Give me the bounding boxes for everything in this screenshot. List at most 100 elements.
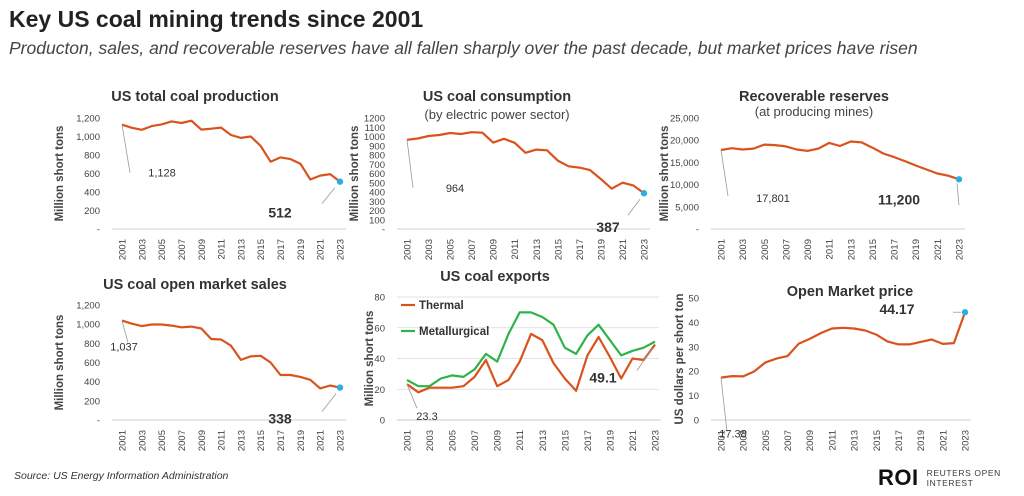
annotation-label: 512 (268, 205, 292, 221)
annotation-label: 1,128 (148, 168, 176, 180)
x-tick-label: 2013 (236, 430, 247, 451)
y-tick-label: 80 (374, 293, 385, 304)
y-tick-label: 200 (84, 396, 100, 407)
x-tick-label: 2017 (575, 239, 586, 260)
y-tick-label: 400 (369, 188, 385, 199)
y-tick-label: - (97, 416, 100, 427)
chart-title: US coal consumption (423, 89, 571, 105)
roi-logo: ROI REUTERS OPEN INTEREST (878, 465, 1001, 491)
logo-mark: ROI (878, 465, 919, 490)
x-tick-label: 2009 (197, 430, 208, 451)
x-tick-label: 2005 (760, 239, 771, 260)
y-tick-label: 10 (688, 391, 699, 402)
x-tick-label: 2013 (236, 239, 247, 260)
y-axis-label: Million short tons (349, 126, 361, 222)
y-tick-label: 800 (84, 339, 100, 350)
x-tick-label: 2011 (825, 239, 836, 259)
x-tick-label: 2017 (894, 430, 905, 451)
x-tick-label: 2005 (761, 430, 772, 451)
x-tick-label: 2021 (316, 239, 327, 260)
y-tick-label: - (696, 225, 699, 236)
end-point-dot (955, 176, 963, 183)
y-tick-label: 30 (688, 342, 699, 353)
annotation-label: 387 (596, 219, 620, 235)
y-tick-label: 20 (374, 385, 385, 396)
x-tick-label: 2001 (717, 430, 728, 451)
x-tick-label: 2007 (470, 430, 481, 451)
x-tick-label: 2003 (424, 239, 435, 260)
x-tick-label: 2023 (651, 430, 662, 451)
y-tick-label: 500 (369, 178, 385, 189)
y-tick-label: 20 (688, 367, 699, 378)
y-tick-label: 1000 (364, 132, 385, 143)
x-tick-label: 2009 (803, 239, 814, 260)
x-tick-label: 2011 (827, 430, 838, 450)
x-tick-label: 2021 (938, 430, 949, 451)
y-tick-label: 700 (369, 160, 385, 171)
x-tick-label: 2021 (628, 430, 639, 451)
y-tick-label: 100 (369, 215, 385, 226)
x-tick-label: 2001 (403, 239, 414, 260)
chart-panel: US coal open market sales Million short t… (54, 277, 347, 451)
x-tick-label: 2021 (618, 239, 629, 260)
chart-panel: Open Market price US dollars per short to… (674, 284, 972, 451)
x-tick-label: 2021 (933, 239, 944, 260)
annotation-label: 49.1 (589, 370, 616, 386)
y-tick-label: 40 (374, 354, 385, 365)
y-tick-label: 600 (84, 358, 100, 369)
y-axis-label: US dollars per short ton (674, 294, 686, 425)
x-tick-label: 2017 (583, 430, 594, 451)
annotation-leader (121, 320, 129, 343)
x-tick-label: 2017 (276, 430, 287, 451)
x-tick-label: 2011 (510, 239, 521, 259)
y-tick-label: 400 (84, 188, 100, 199)
end-point-dot (336, 384, 344, 391)
x-tick-label: 2019 (916, 430, 927, 451)
y-tick-label: 800 (369, 151, 385, 162)
x-tick-label: 2005 (157, 430, 168, 451)
end-point-dot (961, 309, 969, 316)
x-tick-label: 2007 (177, 430, 188, 451)
x-tick-label: 2023 (961, 430, 972, 451)
chart-title: Recoverable reserves (739, 89, 889, 105)
x-tick-label: 2013 (846, 239, 857, 260)
page-title: Key US coal mining trends since 2001 (9, 6, 424, 32)
y-tick-label: 40 (688, 318, 699, 329)
annotation-leader (406, 139, 414, 188)
y-tick-label: 600 (84, 169, 100, 180)
y-tick-label: 200 (84, 206, 100, 217)
annotation-leader (636, 348, 653, 371)
annotation-label: 17,801 (756, 193, 790, 205)
y-tick-label: 400 (84, 377, 100, 388)
y-tick-label: 15,000 (670, 158, 699, 169)
y-tick-label: 1100 (365, 123, 385, 134)
series-line-metallurgical (406, 311, 656, 388)
annotation-label: 44.17 (879, 301, 914, 317)
y-tick-label: 0 (380, 416, 385, 427)
x-tick-label: 2019 (296, 239, 307, 260)
x-tick-label: 2007 (781, 239, 792, 260)
x-tick-label: 2021 (316, 430, 327, 451)
x-tick-label: 2013 (850, 430, 861, 451)
logo-text: REUTERS OPEN INTEREST (927, 468, 1001, 488)
chart-title: Open Market price (787, 284, 914, 300)
y-tick-label: 600 (369, 169, 385, 180)
y-tick-label: 800 (84, 151, 100, 162)
series-line-sales (121, 319, 341, 390)
x-tick-label: 2005 (446, 239, 457, 260)
y-axis-label: Million short tons (364, 311, 376, 407)
x-tick-label: 2017 (890, 239, 901, 260)
x-tick-label: 2005 (157, 239, 168, 260)
chart-subtitle: (at producing mines) (755, 104, 874, 119)
y-axis-label: Million short tons (659, 126, 671, 222)
y-tick-label: 200 (369, 206, 385, 217)
annotation-leader (321, 393, 337, 412)
y-axis-label: Million short tons (54, 315, 66, 411)
series-line-production (121, 119, 341, 183)
x-tick-label: 2003 (137, 239, 148, 260)
x-tick-label: 2011 (217, 239, 228, 259)
end-point-dot (640, 190, 648, 197)
y-tick-label: 1,000 (76, 320, 100, 331)
annotation-label: 11,200 (878, 191, 920, 207)
